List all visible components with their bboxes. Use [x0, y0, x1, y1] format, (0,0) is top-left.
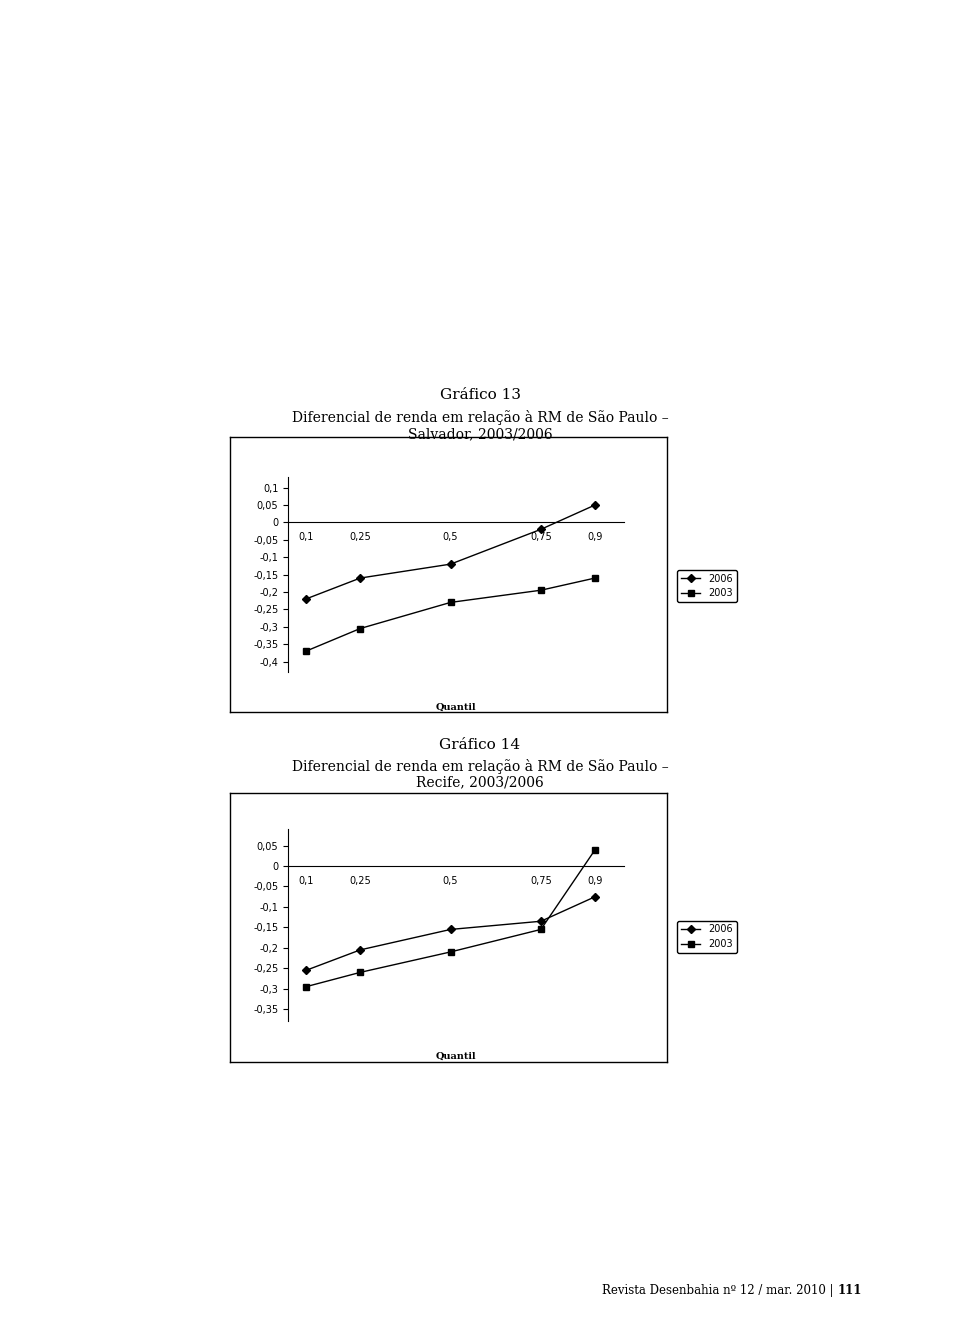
Line: 2003: 2003	[303, 575, 598, 655]
Legend: 2006, 2003: 2006, 2003	[677, 570, 736, 602]
Text: Salvador, 2003/2006: Salvador, 2003/2006	[408, 427, 552, 441]
2006	[354, 942, 366, 958]
2003	[535, 922, 546, 938]
Text: Quantil: Quantil	[436, 1051, 476, 1060]
Text: Diferencial de renda em relação à RM de São Paulo –: Diferencial de renda em relação à RM de …	[292, 410, 668, 426]
2003	[300, 642, 312, 659]
2003	[589, 570, 601, 586]
2003	[535, 582, 546, 598]
Text: Recife, 2003/2006: Recife, 2003/2006	[416, 775, 544, 789]
2003	[354, 621, 366, 637]
2006	[354, 570, 366, 586]
2003	[444, 594, 456, 610]
Text: Quantil: Quantil	[436, 703, 476, 711]
2006	[300, 591, 312, 607]
Line: 2003: 2003	[303, 847, 598, 989]
2006	[589, 888, 601, 905]
2003	[444, 943, 456, 960]
2003	[589, 841, 601, 857]
Legend: 2006, 2003: 2006, 2003	[677, 921, 736, 953]
Text: Gráfico 13: Gráfico 13	[440, 388, 520, 402]
2006	[444, 556, 456, 573]
Text: Revista Desenbahia nº 12 / mar. 2010 |: Revista Desenbahia nº 12 / mar. 2010 |	[602, 1284, 837, 1297]
2006	[535, 913, 546, 929]
2003	[300, 978, 312, 995]
Line: 2006: 2006	[303, 503, 598, 602]
2006	[444, 922, 456, 938]
2003	[354, 964, 366, 980]
Text: Gráfico 14: Gráfico 14	[440, 738, 520, 751]
2006	[589, 497, 601, 513]
Text: Diferencial de renda em relação à RM de São Paulo –: Diferencial de renda em relação à RM de …	[292, 758, 668, 774]
2006	[535, 521, 546, 538]
2006	[300, 962, 312, 978]
Line: 2006: 2006	[303, 894, 598, 973]
Text: 111: 111	[837, 1284, 861, 1297]
